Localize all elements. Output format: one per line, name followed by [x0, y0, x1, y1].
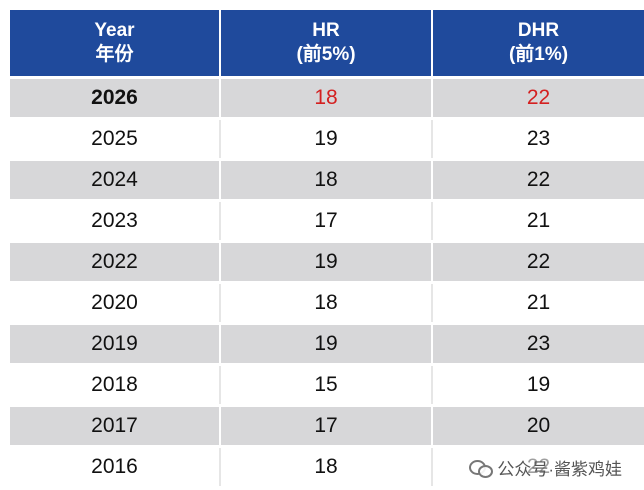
cell-year: 2023 — [10, 199, 221, 242]
cell-year: 2018 — [10, 363, 221, 406]
data-table: Year 年份 HR (前5%) DHR (前1%) 2026 18 22 — [10, 10, 644, 486]
table-row: 2017 17 20 — [10, 404, 644, 447]
cell-year: 2025 — [10, 117, 221, 160]
cell-dhr: 23 — [432, 322, 644, 365]
data-table-container: Year 年份 HR (前5%) DHR (前1%) 2026 18 22 — [10, 10, 644, 486]
cell-year: 2019 — [10, 322, 221, 365]
cell-year: 2024 — [10, 158, 221, 201]
watermark: 公众号·酱紫鸡娃 — [467, 455, 624, 480]
cell-year: 2026 — [10, 76, 221, 119]
cell-dhr: 21 — [432, 199, 644, 242]
table-row: 2025 19 23 — [10, 117, 644, 160]
table-row: 2024 18 22 — [10, 158, 644, 201]
table-row: 2022 19 22 — [10, 240, 644, 283]
header-dhr: DHR (前1%) — [432, 10, 644, 78]
cell-hr: 18 — [220, 445, 433, 486]
wechat-icon — [469, 459, 494, 478]
table-body: 2026 18 22 2025 19 23 2024 18 22 2023 17… — [10, 76, 644, 486]
cell-hr: 18 — [220, 281, 433, 324]
table-row: 2018 15 19 — [10, 363, 644, 406]
header-year: Year 年份 — [10, 10, 221, 78]
header-dhr-note: (前1%) — [508, 44, 569, 65]
header-dhr-title: DHR — [517, 20, 560, 41]
table-header: Year 年份 HR (前5%) DHR (前1%) — [10, 10, 644, 78]
cell-dhr: 19 — [432, 363, 644, 406]
cell-dhr: 21 — [432, 281, 644, 324]
header-hr-title: HR — [312, 20, 340, 41]
table-row: 2019 19 23 — [10, 322, 644, 365]
cell-hr: 19 — [220, 240, 433, 283]
cell-dhr: 20 — [432, 404, 644, 447]
cell-year: 2020 — [10, 281, 221, 324]
cell-hr: 15 — [220, 363, 433, 406]
cell-dhr: 22 — [432, 240, 644, 283]
watermark-text: 公众号·酱紫鸡娃 — [497, 460, 622, 479]
cell-dhr: 23 — [432, 117, 644, 160]
cell-hr: 17 — [220, 199, 433, 242]
cell-hr: 18 — [220, 76, 433, 119]
cell-dhr: 22 — [432, 158, 644, 201]
table-row: 2026 18 22 — [10, 76, 644, 119]
header-year-zh: 年份 — [95, 44, 134, 65]
header-row: Year 年份 HR (前5%) DHR (前1%) — [10, 10, 644, 78]
cell-year: 2017 — [10, 404, 221, 447]
cell-hr: 17 — [220, 404, 433, 447]
cell-year: 2016 — [10, 445, 221, 486]
cell-year: 2022 — [10, 240, 221, 283]
header-hr: HR (前5%) — [220, 10, 433, 78]
cell-hr: 18 — [220, 158, 433, 201]
header-hr-note: (前5%) — [296, 44, 356, 65]
table-row: 2020 18 21 — [10, 281, 644, 324]
cell-hr: 19 — [220, 322, 433, 365]
cell-dhr: 22 — [432, 76, 644, 119]
table-row: 2023 17 21 — [10, 199, 644, 242]
cell-hr: 19 — [220, 117, 433, 160]
header-year-en: Year — [94, 20, 135, 41]
